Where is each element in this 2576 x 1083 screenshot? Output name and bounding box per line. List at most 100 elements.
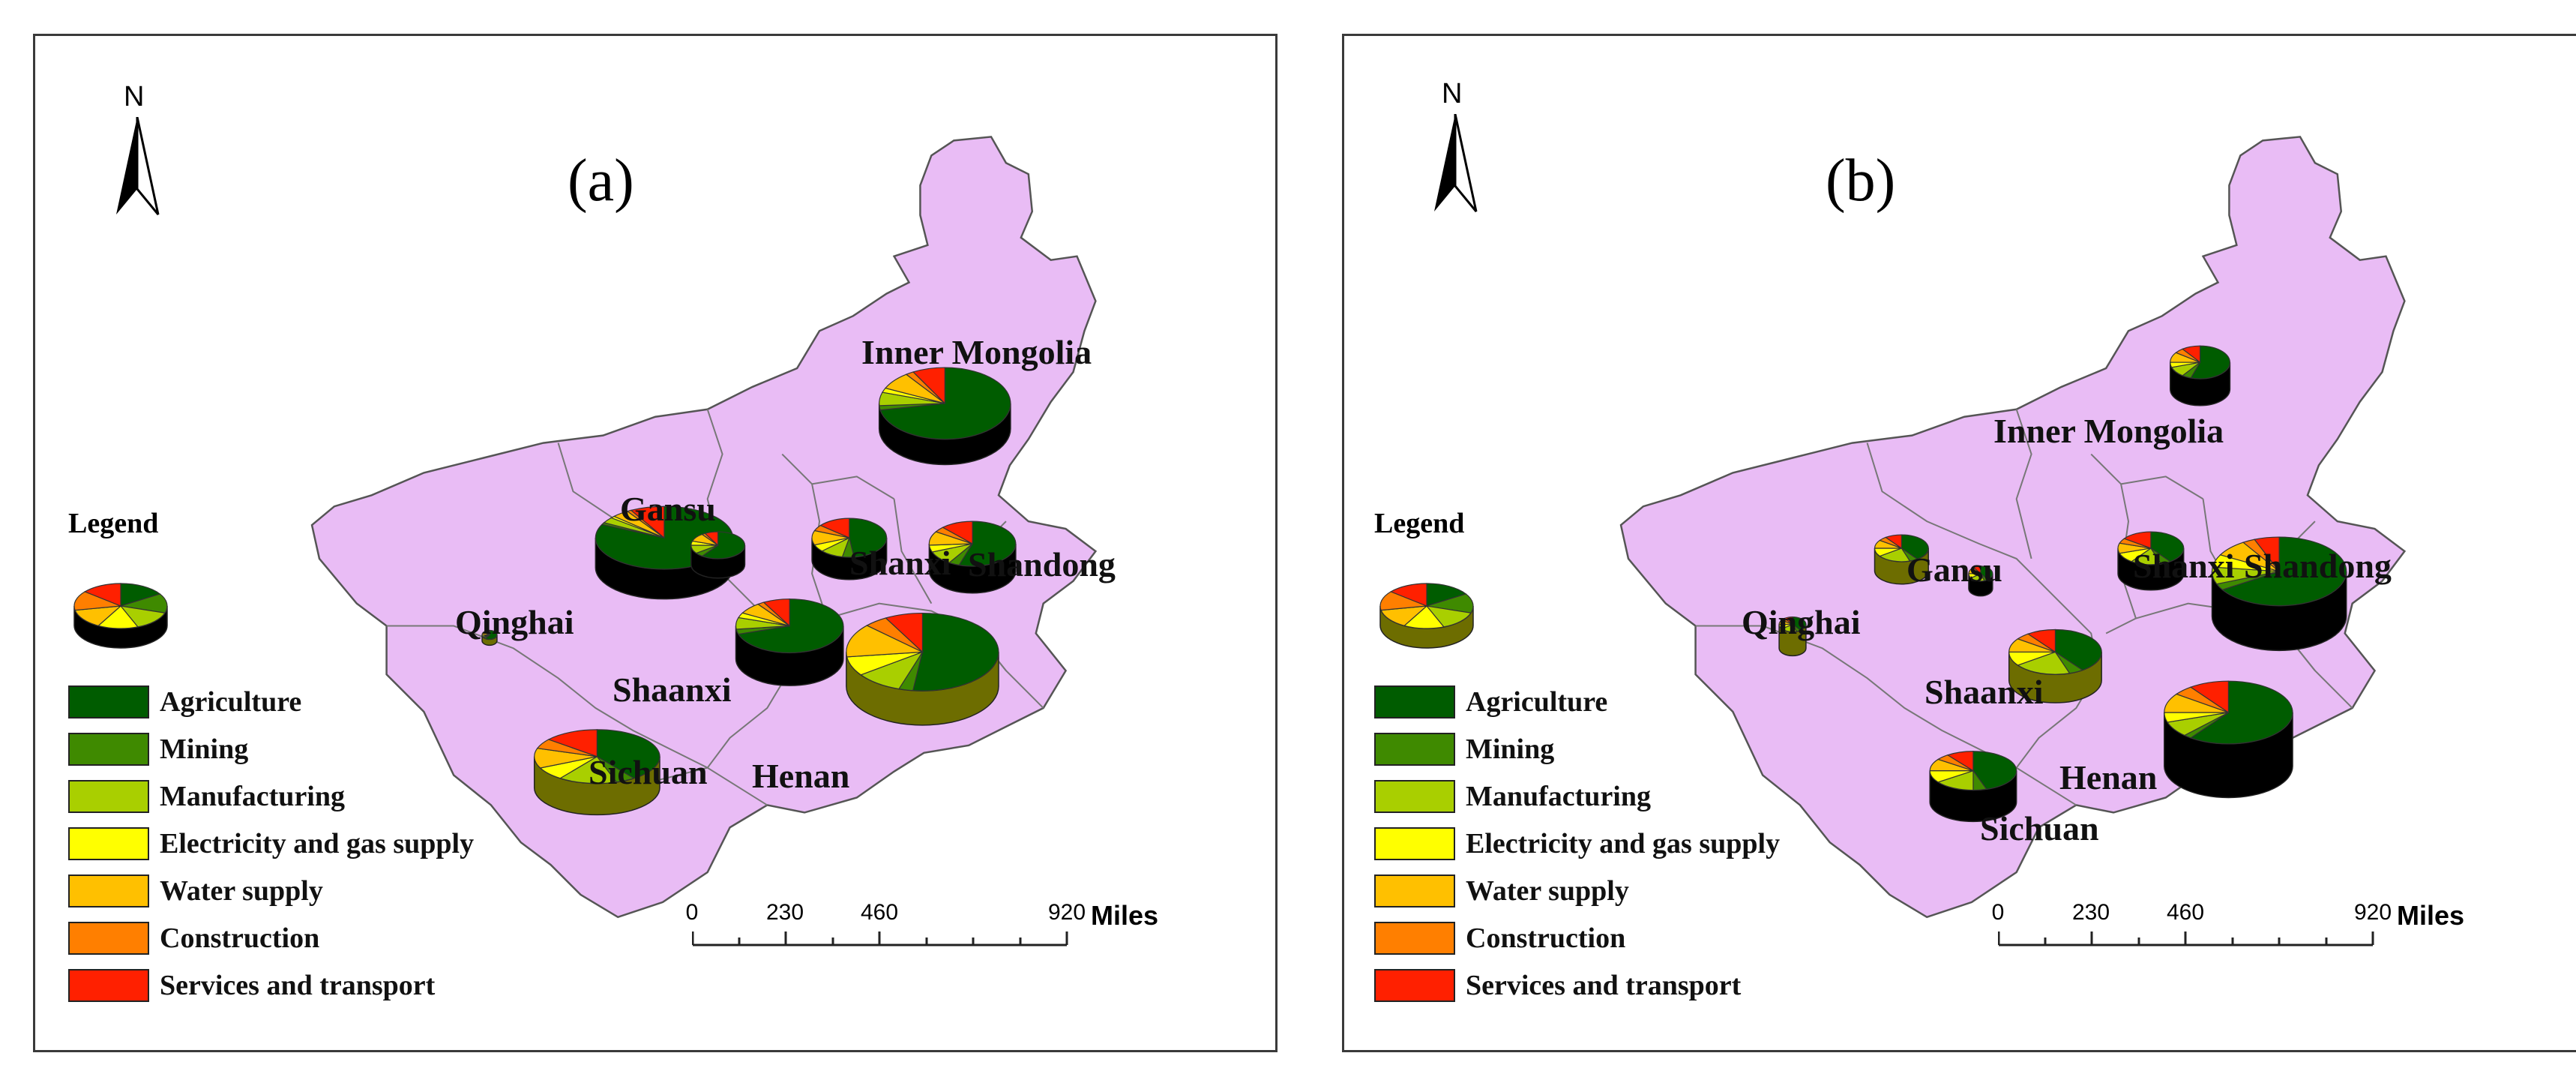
map-canvas-a [310, 136, 1098, 919]
pie-slice [596, 729, 660, 779]
legend-item-services: Services and transport [68, 962, 474, 1009]
legend-swatch [1374, 685, 1455, 718]
legend-item-construction: Construction [1374, 914, 1780, 962]
legend-item-agriculture: Agriculture [68, 678, 474, 725]
pie-symbol [1968, 566, 1993, 597]
province-border [2015, 409, 2032, 560]
scale-tick-label: 460 [860, 900, 899, 925]
scale-tick-label: 920 [2353, 900, 2392, 925]
map-panel-b: (b) N Legend Agriculture Mining Manufact… [1342, 34, 2576, 1052]
pie-slice [1884, 534, 1902, 550]
scale-tick-label: 230 [2071, 900, 2110, 925]
pie-slice [2123, 531, 2152, 549]
legend-swatch [1374, 779, 1455, 813]
scale-unit: Miles [1091, 900, 1159, 931]
pie-slice [1425, 605, 1472, 628]
pie-slice [1901, 534, 1929, 560]
pie-slice [819, 518, 850, 538]
map-canvas-b [1619, 136, 2407, 919]
pie-slice [2017, 651, 2071, 675]
pie-slice [2150, 531, 2185, 562]
province-border [1866, 442, 2032, 574]
pie-symbol [735, 598, 844, 686]
legend-swatch [68, 968, 149, 1002]
pie-symbol [2164, 680, 2293, 799]
legend-title: Legend [68, 508, 159, 539]
pie-symbol [2170, 345, 2231, 406]
legend-swatch [1374, 732, 1455, 766]
pie-symbol [811, 518, 888, 580]
label-shaanxi: Shaanxi [613, 670, 732, 709]
panel-letter: (a) [568, 148, 634, 214]
legend-swatch [1374, 874, 1455, 908]
legend-list: Agriculture Mining Manufacturing Electri… [68, 678, 474, 1009]
scale-bar: 0 230 460 920 Miles [1992, 900, 2464, 990]
pie-slice [2054, 628, 2102, 671]
pie-slice [1972, 566, 1981, 575]
legend-swatch [68, 685, 149, 718]
label-sichuan: Sichuan [589, 753, 708, 791]
province-border [647, 766, 768, 806]
legend-swatch [68, 874, 149, 908]
pie-slice [1879, 548, 1911, 562]
pie-symbol [1379, 583, 1474, 649]
pie-slice [484, 629, 490, 636]
pie-slice [1784, 616, 1793, 626]
legend-swatch [68, 826, 149, 860]
legend-swatch [1374, 968, 1455, 1002]
pie-slice [547, 729, 598, 758]
label-shandong: Shandong [968, 545, 1116, 584]
pie-symbol [878, 367, 1011, 466]
pie-symbol [690, 531, 746, 579]
north-arrow-icon: N [107, 81, 167, 231]
legend-swatch [1374, 921, 1455, 955]
pie-symbol [481, 629, 498, 646]
pie-slice [885, 612, 924, 653]
pie-slice [1389, 583, 1427, 607]
pie-slice [879, 367, 1011, 440]
pie-slice [83, 583, 121, 607]
pie-slice [912, 367, 945, 405]
legend-pie-icon [1379, 583, 1474, 649]
scale-tick-label: 460 [2166, 900, 2205, 925]
legend-item-services: Services and transport [1374, 962, 1780, 1009]
pie-slice [2254, 536, 2280, 573]
legend-swatch [68, 732, 149, 766]
pie-slice [958, 520, 1017, 567]
province-border [386, 625, 708, 769]
pie-slice [120, 583, 161, 607]
province-border [893, 499, 933, 604]
legend-title: Legend [1374, 508, 1465, 539]
map-panel-a: (a) N Legend Agriculture Mining Manufact… [33, 34, 1278, 1052]
legend-item-electricity: Electricity and gas supply [68, 820, 474, 867]
pie-symbol [2008, 628, 2102, 704]
pie-slice [1379, 591, 1427, 611]
pie-symbols [1778, 345, 2347, 823]
north-arrow-icon: N [1425, 78, 1485, 228]
label-shandong: Shandong [2244, 547, 2392, 585]
pie-slice [630, 506, 665, 539]
pie-symbol [928, 520, 1017, 594]
scale-tick-label: 0 [1991, 900, 2005, 925]
province-border [2120, 476, 2204, 500]
legend-item-water: Water supply [68, 867, 474, 914]
legend-item-manufacturing: Manufacturing [1374, 772, 1780, 820]
north-label: N [124, 81, 145, 112]
legend-item-construction: Construction [68, 914, 474, 962]
pie-symbol [1929, 751, 2017, 823]
pie-slice [2189, 680, 2230, 714]
scale-unit: Miles [2397, 900, 2465, 931]
pie-symbol [533, 729, 660, 816]
pie-slice [119, 605, 166, 628]
label-henan: Henan [752, 757, 850, 795]
pie-slice [97, 605, 139, 629]
label-shanxi: Shanxi [2133, 547, 2235, 585]
legend-list: Agriculture Mining Manufacturing Electri… [1374, 678, 1780, 1009]
pie-slice [1792, 616, 1807, 632]
pie-symbol [1874, 534, 1929, 585]
pie-slice [559, 755, 618, 784]
pie-slice [484, 629, 498, 640]
pie-symbol [2117, 531, 2185, 591]
legend-item-electricity: Electricity and gas supply [1374, 820, 1780, 867]
pie-symbol [1778, 616, 1807, 657]
